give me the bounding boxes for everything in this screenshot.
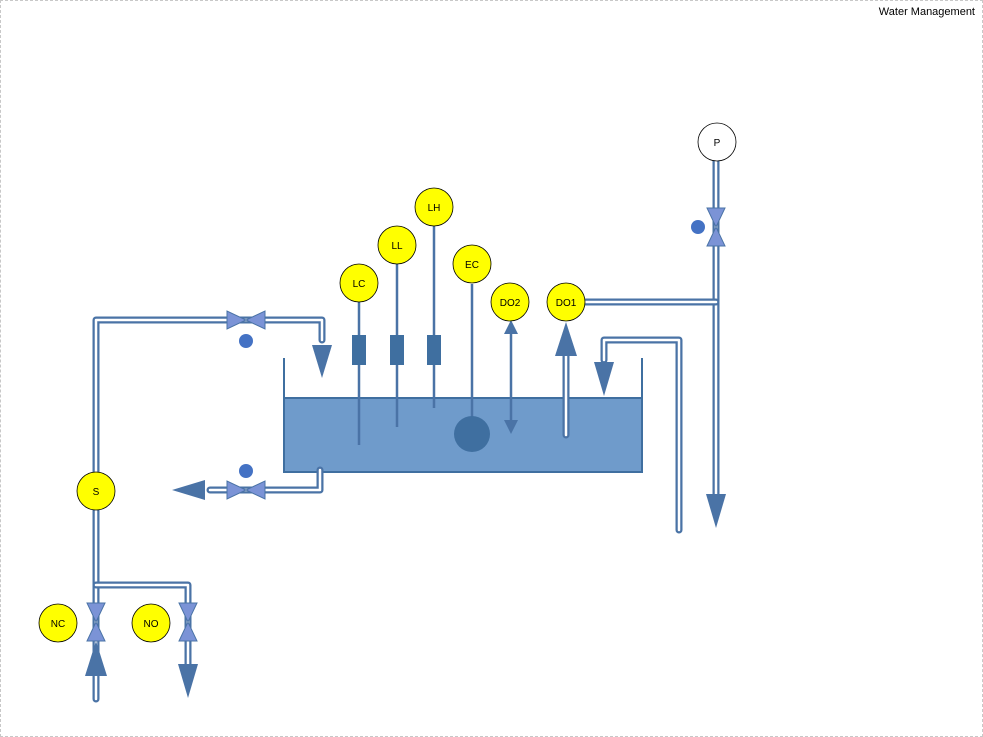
arrow-source-up	[85, 641, 107, 676]
sensor-ec-label: EC	[465, 260, 479, 271]
pipe-inlet-top	[92, 316, 326, 703]
sensor-p-label: P	[714, 138, 721, 149]
valve-inlet[interactable]	[226, 310, 266, 330]
valves	[86, 207, 726, 642]
actuator-inlet[interactable]	[239, 334, 253, 348]
sensor-no[interactable]: NO	[131, 603, 171, 643]
sensor-do2-label: DO2	[500, 298, 521, 309]
sensor-do1-label: DO1	[556, 298, 577, 309]
sensor-p[interactable]: P	[697, 122, 737, 162]
page-title: Water Management	[878, 6, 975, 18]
pipes	[92, 154, 720, 703]
sensor-lh[interactable]: LH	[414, 187, 454, 227]
sensor-lh-label: LH	[428, 203, 441, 214]
sensor-no-label: NO	[144, 619, 159, 630]
arrow-drain-left	[172, 480, 205, 500]
sensor-ll[interactable]: LL	[377, 225, 417, 265]
valve-no[interactable]	[178, 602, 198, 642]
sensor-do2[interactable]: DO2	[490, 282, 530, 322]
valve-nc[interactable]	[86, 602, 106, 642]
sensor-nc-label: NC	[51, 619, 65, 630]
pipe-overflow	[600, 336, 683, 534]
sensor-s-label: S	[93, 487, 100, 498]
sensors: LC LL LH EC DO2 DO1 S NC	[38, 122, 737, 643]
valve-drain[interactable]	[226, 480, 266, 500]
sensor-s[interactable]: S	[76, 471, 116, 511]
flow-arrows	[85, 322, 726, 698]
do2-probe	[504, 320, 518, 434]
valve-pressure[interactable]	[706, 207, 726, 247]
sensor-lc-label: LC	[353, 279, 366, 290]
sensor-lc[interactable]: LC	[339, 263, 379, 303]
level-probes	[352, 226, 490, 452]
arrow-overflow-down	[594, 362, 614, 396]
sensor-nc[interactable]: NC	[38, 603, 78, 643]
ec-probe-bulb	[454, 416, 490, 452]
arrow-pressure-down	[706, 494, 726, 528]
sensor-ec[interactable]: EC	[452, 244, 492, 284]
arrow-no-down	[178, 664, 198, 698]
sensor-do1[interactable]: DO1	[546, 282, 586, 322]
actuator-dots	[239, 220, 705, 478]
arrow-aeration-up	[555, 322, 577, 356]
arrow-inlet-down	[312, 345, 332, 378]
actuator-pressure[interactable]	[691, 220, 705, 234]
actuator-drain[interactable]	[239, 464, 253, 478]
sensor-ll-label: LL	[391, 241, 403, 252]
tank	[283, 358, 643, 473]
